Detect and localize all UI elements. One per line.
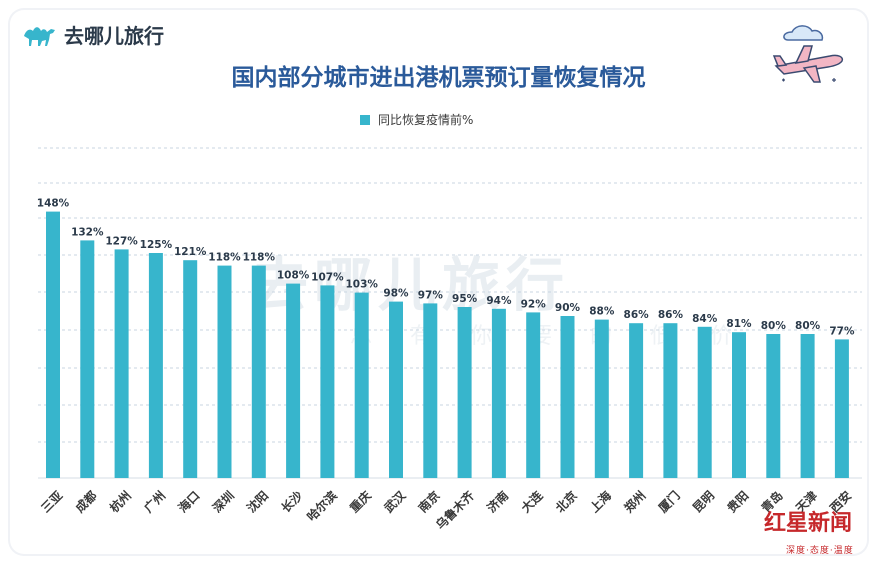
data-label: 98% (383, 288, 409, 300)
legend-swatch (360, 114, 370, 125)
bar-8 (286, 283, 301, 478)
data-label: 118% (208, 252, 241, 264)
chart-legend: 同比恢复疫情前% (360, 111, 473, 128)
camel-logo-icon (24, 26, 55, 46)
data-label: 86% (658, 309, 684, 321)
x-tick-label: 大连 (518, 487, 546, 515)
x-tick-label: 深圳 (209, 488, 237, 516)
data-label: 90% (555, 302, 581, 314)
bar-22 (766, 334, 781, 478)
bar-20 (697, 326, 712, 478)
bar-6 (217, 265, 232, 478)
airplane-icon (770, 22, 850, 96)
x-tick-label: 南京 (415, 488, 443, 516)
bar-15 (526, 312, 541, 478)
bar-19 (663, 323, 678, 478)
data-label: 95% (452, 293, 478, 305)
data-labels: 148%132%127% 125%121% 118% 118%108% 107%103%… (37, 198, 855, 338)
x-tick-label: 广州 (141, 488, 169, 516)
x-tick-label: 沈阳 (244, 488, 272, 516)
legend-label: 同比恢复疫情前% (378, 113, 474, 127)
bar-14 (491, 308, 506, 478)
bar-12 (423, 303, 438, 478)
x-tick-label: 重庆 (346, 488, 374, 516)
x-tick-label: 哈尔滨 (304, 488, 340, 524)
source-stamp: 红星新闻 (764, 510, 853, 536)
logo-text: 去哪儿旅行 (64, 24, 164, 48)
data-label: 92% (521, 298, 547, 310)
bar-1 (46, 211, 60, 478)
bar-16 (560, 316, 575, 478)
data-label: 80% (795, 320, 821, 332)
bar-17 (594, 319, 609, 478)
data-label: 88% (589, 306, 615, 318)
logo: 去哪儿旅行 (22, 20, 164, 49)
data-label: 132% (71, 226, 104, 238)
data-label: 127% (105, 235, 138, 247)
x-tick-label: 长沙 (278, 488, 306, 516)
x-axis-labels: 三亚 成都 杭州 广州 海口 深圳 沈阳 长沙哈尔滨 重庆 武汉 南京乌鲁木齐 济南 大连 北京 上海 郑州厦… (38, 487, 854, 532)
data-label: 77% (829, 325, 855, 337)
bar-3 (114, 249, 129, 478)
bar-13 (457, 307, 472, 478)
bar-9 (320, 285, 335, 478)
bar-23 (800, 334, 815, 478)
x-tick-label: 北京 (552, 488, 580, 516)
bar-11 (389, 301, 403, 478)
gridlines (38, 147, 862, 479)
data-label: 125% (140, 239, 173, 251)
chart-title: 国内部分城市进出港机票预订量恢复情况 (231, 65, 646, 91)
x-tick-label: 杭州 (106, 488, 134, 516)
bar-5 (183, 260, 198, 478)
bars (46, 211, 849, 478)
x-tick-label: 上海 (587, 488, 615, 516)
data-label: 148% (37, 198, 70, 210)
x-tick-label: 济南 (484, 488, 512, 516)
watermark: 去哪儿旅行 (250, 251, 571, 319)
x-tick-label: 郑州 (621, 488, 649, 516)
x-tick-label: 海口 (175, 488, 203, 516)
x-tick-label: 贵阳 (724, 488, 752, 516)
bar-21 (732, 332, 746, 478)
bar-10 (354, 292, 369, 478)
data-label: 108% (277, 270, 310, 282)
x-tick-label: 三亚 (38, 488, 65, 515)
bar-18 (629, 323, 644, 478)
data-label: 97% (418, 289, 444, 301)
data-label: 86% (624, 309, 650, 321)
bar-7 (251, 265, 266, 478)
bar-2 (80, 240, 95, 478)
data-label: 84% (692, 313, 718, 325)
x-tick-label: 昆明 (690, 488, 717, 515)
data-label: 118% (243, 252, 276, 264)
data-label: 80% (761, 320, 787, 332)
data-label: 81% (726, 318, 752, 330)
x-tick-label: 成都 (72, 488, 100, 516)
data-label: 121% (174, 246, 207, 258)
bar-4 (148, 253, 163, 478)
bar-24 (834, 339, 849, 478)
x-tick-label: 厦门 (655, 488, 683, 516)
x-tick-label: 乌鲁木齐 (432, 487, 477, 532)
data-label: 103% (345, 279, 378, 291)
source-stamp-subtitle: 深度·态度·温度 (786, 546, 854, 556)
data-label: 107% (311, 271, 344, 283)
data-label: 94% (486, 295, 512, 307)
x-tick-label: 武汉 (381, 487, 409, 515)
